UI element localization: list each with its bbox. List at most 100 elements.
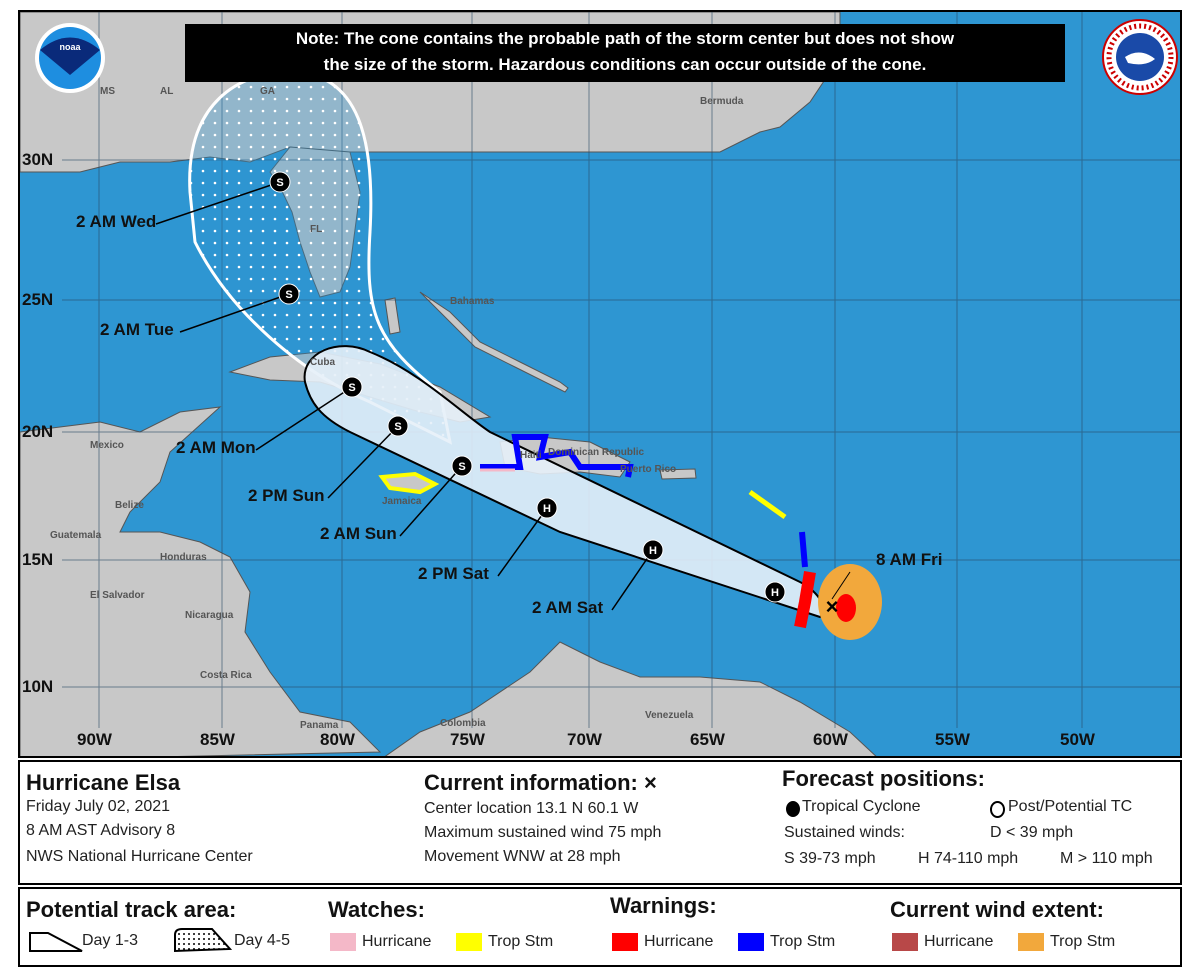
lon-label: 60W [813,730,848,749]
place-label: Panama [300,720,339,731]
lat-label: 20N [22,422,54,441]
map-canvas: × H H H S S S S S [20,12,1180,756]
warning-ts-swatch [738,933,764,951]
advisory-date: Friday July 02, 2021 [26,798,171,815]
sustained-winds-label: Sustained winds: [784,824,905,841]
lon-label: 90W [77,730,112,749]
svg-text:H: H [543,503,551,515]
land-puerto-rico [659,468,697,480]
cone-dots [189,72,451,442]
current-info-title: Current information: × [424,770,657,795]
lat-label: 30N [22,150,54,169]
place-label: El Salvador [90,590,145,601]
lat-label: 10N [22,677,54,696]
filled-circle-icon [786,801,800,817]
note-line-1: Note: The cone contains the probable pat… [295,29,955,48]
wind-extent-hurricane [836,594,856,622]
advisory-number: 8 AM AST Advisory 8 [26,822,176,839]
forecast-time-label: 2 AM Wed [76,212,157,231]
max-wind: Maximum sustained wind 75 mph [424,824,662,841]
lon-label: 65W [690,730,725,749]
day-4-5-cone-icon [174,928,232,953]
track-area-title: Potential track area: [26,897,237,922]
forecast-time-label: 2 PM Sun [248,486,325,505]
svg-text:S: S [458,461,465,473]
forecast-positions-title: Forecast positions: [782,766,985,791]
place-label: GA [260,86,275,97]
forecast-time-label: 2 AM Sun [320,524,397,543]
category-s: S 39-73 mph [784,850,876,867]
forecast-time-label: 2 PM Sat [418,564,489,583]
place-label: Haiti [520,450,542,461]
track-leader-line [179,293,290,333]
place-label: Bermuda [700,96,744,107]
storm-name: Hurricane Elsa [26,770,181,795]
svg-text:S: S [394,421,401,433]
wind-hurricane-label: Hurricane [924,933,994,950]
center-location: Center location 13.1 N 60.1 W [424,800,639,817]
watch-ts-leewards [748,489,787,520]
place-label: Dominican Republic [548,447,645,458]
forecast-track: × H H H S S S S S [155,171,851,619]
wind-extent [794,564,882,640]
place-label: Costa Rica [200,670,252,681]
svg-text:×: × [826,594,839,619]
forecast-time-label: 2 AM Tue [100,320,174,339]
category-h: H 74-110 mph [918,850,1019,867]
forecast-point: S [387,415,409,437]
track-leader-line [255,386,353,451]
wind-hurricane-swatch [892,933,918,951]
track-leader-line [497,507,548,577]
forecast-point: H [642,539,664,561]
lon-label: 55W [935,730,970,749]
open-circle-icon [990,801,1005,818]
warning-hurricane-swatch [612,933,638,951]
warning-ts-windwards [799,531,808,568]
place-label: MS [100,86,115,97]
forecast-cone-map: × H H H S S S S S Note: The cone contains the pr… [18,10,1182,758]
forecast-point: S [269,171,291,193]
lat-label: 15N [22,550,54,569]
place-label: Honduras [160,552,207,563]
place-label: Mexico [90,440,124,451]
forecast-cone [188,70,825,619]
place-label: Colombia [440,718,486,729]
watch-hurricane-swatch [330,933,356,951]
lon-label: 80W [320,730,355,749]
watch-hurricane-label: Hurricane [362,933,432,950]
forecast-point: H [764,581,786,603]
place-label: Guatemala [50,530,102,541]
place-label: Puerto Rico [620,464,677,475]
watch-ts-jamaica [378,471,440,495]
nws-logo [1102,19,1178,95]
lon-label: 50W [1060,730,1095,749]
place-label: Venezuela [645,710,694,721]
post-tc-label: Post/Potential TC [1008,798,1133,815]
place-label: Jamaica [382,496,422,507]
place-label: Nicaragua [185,610,234,621]
land-south-america [384,641,877,756]
lon-label: 70W [567,730,602,749]
lon-label: 85W [200,730,235,749]
svg-text:H: H [649,545,657,557]
watch-ts-swatch [456,933,482,951]
place-label: Belize [115,500,144,511]
info-panel: Hurricane Elsa Friday July 02, 2021 8 AM… [18,760,1182,885]
watches-warnings [378,434,808,568]
note-line-2: the size of the storm. Hazardous conditi… [323,55,927,74]
land-bahamas [384,291,569,393]
place-label: Bahamas [450,296,495,307]
track-leader-line [155,181,281,225]
lat-label: 25N [22,290,54,309]
svg-text:noaa: noaa [59,42,81,52]
cone-note: Note: The cone contains the probable pat… [185,24,1065,82]
noaa-logo: noaa [35,23,105,93]
warnings-title: Warnings: [610,893,717,918]
forecast-point: S [341,376,363,398]
category-d: D < 39 mph [990,824,1074,841]
warning-hurricane-islands [794,571,816,629]
cone-day-1-3 [303,345,825,619]
track-leader-line [399,465,463,537]
watch-ts-label: Trop Stm [488,933,554,950]
issuing-center: NWS National Hurricane Center [26,848,253,865]
